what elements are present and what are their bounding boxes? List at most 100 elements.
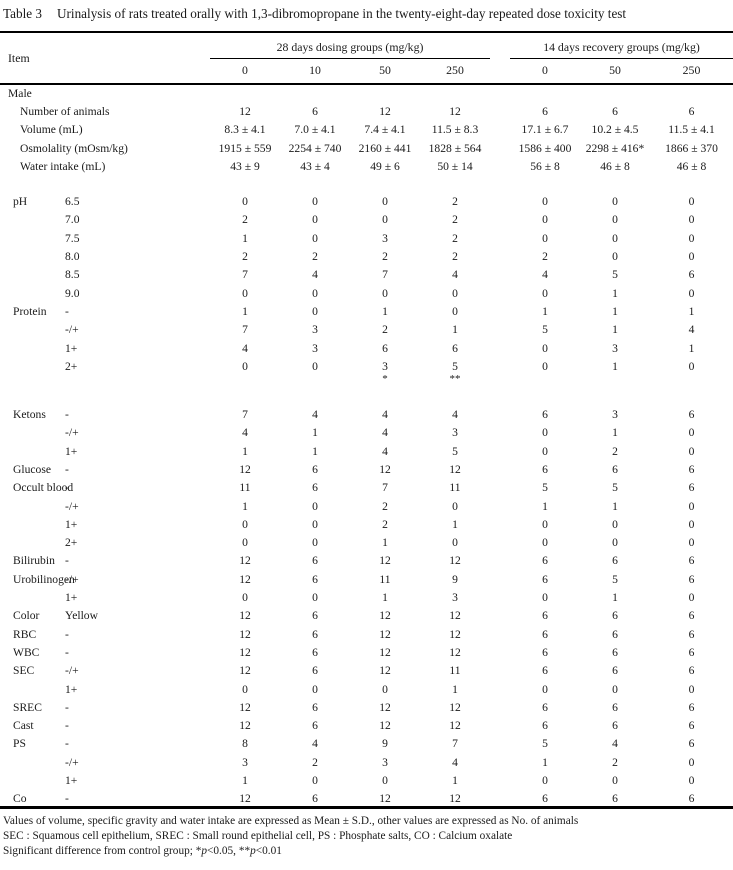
cell-value: 0 [312, 286, 318, 300]
significance-text-pre: Significant difference from control grou… [3, 845, 202, 858]
cell-value: 8.3 ± 4.1 [224, 123, 266, 137]
cell-value: 0 [688, 213, 695, 227]
column-header-dose-10: 10 [280, 58, 350, 85]
row-grade-label: - [65, 719, 69, 733]
cell-value [350, 84, 420, 102]
group-gap-cell [490, 771, 510, 789]
cell-value: 12 [379, 104, 391, 118]
cell-value: 1 [542, 755, 548, 769]
cell-value: 2298 ± 416* [585, 141, 645, 155]
table-row: Cast - 12 6 12 12 6 6 6 [0, 717, 733, 735]
cell-value: 3 [382, 359, 388, 373]
cell-value: 11 [449, 664, 461, 678]
cell-value: 0 [312, 536, 318, 550]
cell-value: 11.5 ± 4.1 [668, 123, 715, 137]
group-gap-cell [490, 717, 510, 735]
cell-value: 0 [688, 359, 695, 373]
table-row: SEC -/+ 12 6 12 11 6 6 6 [0, 662, 733, 680]
cell-value: 6 [312, 481, 318, 495]
significance-p2: p [250, 845, 256, 858]
row-grade-label: - [65, 462, 69, 476]
row-grade-label: -/+ [65, 755, 79, 769]
table-row: 1+ 0 0 1 3 0 1 0 [0, 588, 733, 606]
cell-value: 2 [452, 195, 458, 209]
cell-value: 0 [452, 286, 458, 300]
cell-value: 6 [612, 719, 618, 733]
table-row: Osmolality (mOsm/kg) 1915 ± 559 2254 ± 740… [0, 139, 733, 157]
cell-value: 0 [542, 517, 548, 531]
cell-value: 12 [239, 645, 251, 659]
cell-value: 2 [312, 755, 318, 769]
cell-value: 0 [612, 536, 618, 550]
significance-mark-cell [210, 375, 280, 388]
group-gap-cell [490, 753, 510, 771]
cell-value: 6 [688, 791, 695, 805]
cell-value: 0 [382, 774, 388, 788]
cell-value: 6 [612, 627, 618, 641]
row-item-label: SREC [13, 700, 42, 714]
cell-value: 0 [312, 499, 318, 513]
column-header-recovery-50: 50 [580, 58, 650, 85]
column-header-item: Item [0, 32, 210, 85]
cell-value: 0 [542, 195, 548, 209]
cell-value: 1915 ± 559 [218, 141, 272, 155]
cell-value: 6 [612, 700, 618, 714]
table-row: Color Yellow 12 6 12 12 6 6 6 [0, 607, 733, 625]
cell-value: 6 [542, 554, 548, 568]
cell-value: 6 [312, 609, 318, 623]
cell-value: 1 [612, 323, 618, 337]
cell-value: 46 ± 8 [676, 159, 707, 173]
cell-value: 12 [239, 664, 251, 678]
row-grade-label: -/+ [65, 664, 79, 678]
cell-value: 1 [382, 591, 388, 605]
table-row: * ** [0, 374, 733, 388]
row-item-label: Bilirubin [13, 554, 55, 568]
cell-value: 0 [542, 682, 548, 696]
significance-text-post: <0.01 [255, 845, 282, 858]
group-gap-cell [490, 588, 510, 606]
cell-value: 4 [382, 408, 388, 422]
cell-value: 6 [612, 791, 618, 805]
cell-value: 6 [312, 572, 318, 586]
table-row: Water intake (mL) 43 ± 9 43 ± 4 49 ± 6 50 ± … [0, 157, 733, 175]
row-grade-label: 7.5 [65, 231, 80, 245]
cell-value: 12 [239, 462, 251, 476]
column-header-dose-50: 50 [350, 58, 420, 85]
group-gap-cell [490, 460, 510, 478]
cell-value: 1 [242, 444, 248, 458]
row-label-cell: -/+ [0, 424, 210, 442]
cell-value: 0 [312, 195, 318, 209]
cell-value: 11 [449, 481, 461, 495]
table-row: 8.0 2 2 2 2 2 0 0 [0, 247, 733, 265]
cell-value: 0 [312, 591, 318, 605]
cell-value: 9 [452, 572, 458, 586]
cell-value: 6 [612, 609, 618, 623]
group-gap-cell [490, 266, 510, 284]
row-item-label: Volume (mL) [20, 123, 83, 137]
cell-value: 6 [312, 645, 318, 659]
row-label-cell: 8.0 [0, 247, 210, 265]
column-group-dosing: 28 days dosing groups (mg/kg) [210, 32, 490, 59]
table-caption: Table 3 Urinalysis of rats treated orally… [0, 0, 733, 22]
cell-value: 12 [449, 791, 461, 805]
cell-value: 2 [382, 499, 388, 513]
row-label-cell: Co - [0, 790, 210, 808]
table-row [0, 388, 733, 405]
table-row: 1+ 1 0 0 1 0 0 0 [0, 771, 733, 789]
column-group-recovery: 14 days recovery groups (mg/kg) [510, 32, 733, 59]
cell-value: 6 [688, 408, 695, 422]
cell-value: 6 [688, 268, 695, 282]
cell-value: 4 [312, 408, 318, 422]
row-grade-label: 9.0 [65, 286, 80, 300]
table-body: Male Number of animals 12 6 12 12 6 6 6 Volume (m… [0, 84, 733, 808]
cell-value: 1 [242, 499, 248, 513]
footnotes: Values of volume, specific gravity and w… [0, 809, 733, 858]
cell-value: 0 [242, 536, 248, 550]
table-row: -/+ 4 1 4 3 0 1 0 [0, 424, 733, 442]
row-grade-label: 6.5 [65, 195, 80, 209]
row-label-cell: RBC - [0, 625, 210, 643]
cell-value: 4 [452, 268, 458, 282]
cell-value: 0 [382, 682, 388, 696]
cell-value: 1 [612, 359, 618, 373]
column-group-gap [490, 32, 510, 58]
